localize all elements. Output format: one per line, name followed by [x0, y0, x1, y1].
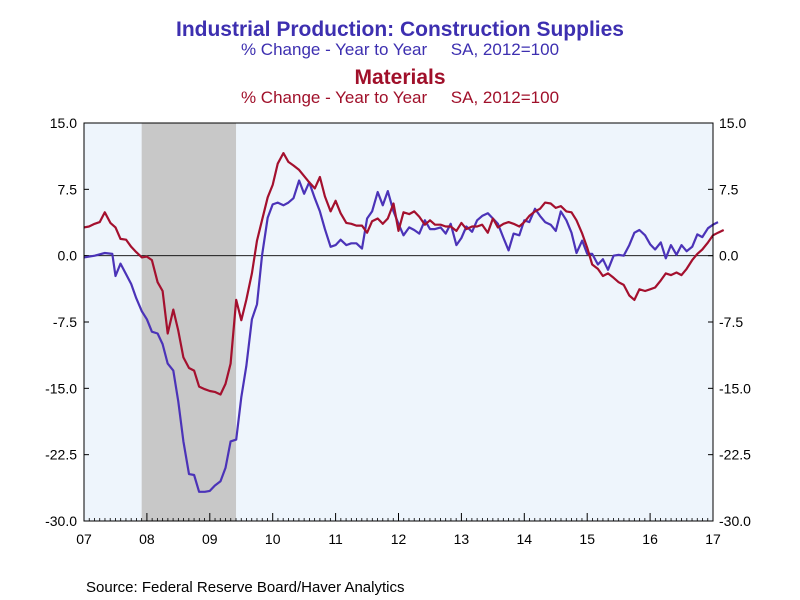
plot-frame [83, 122, 714, 522]
chart-title-materials: Materials [354, 66, 446, 89]
y-tick-label-left: 0.0 [58, 248, 78, 264]
y-tick-label-left: 7.5 [58, 181, 78, 197]
y-tick-label-left: -22.5 [45, 447, 77, 463]
x-tick-label: 10 [265, 531, 281, 547]
x-tick-label: 09 [202, 531, 218, 547]
y-tick-label-right: -7.5 [719, 314, 743, 330]
series-group [83, 152, 725, 493]
x-tick-label: 15 [579, 531, 595, 547]
chart-subtitle-construction: % Change - Year to Year SA, 2012=100 [240, 40, 560, 59]
y-tick-label-left: 15.0 [50, 115, 77, 131]
y-tick-label-left: -30.0 [45, 513, 77, 529]
chart-title: Industrial Production: Construction Supp… [175, 18, 624, 41]
y-axis: 15.0 15.0 7.5 7.5 0.0 0.0 -7.5 -7.5 -15.0 -15.0 -2… [45, 115, 751, 529]
y-tick-label-left: -7.5 [53, 314, 77, 330]
y-tick-label-left: -15.0 [45, 380, 77, 396]
x-tick-label: 12 [391, 531, 407, 547]
series-line-construction-supplies [83, 179, 719, 493]
x-axis: 07 08 09 10 11 12 13 14 15 16 17 [76, 513, 721, 547]
y-tick-label-right: 0.0 [719, 248, 739, 264]
recession-band [141, 123, 237, 521]
x-tick-label: 14 [517, 531, 533, 547]
y-tick-label-right: -30.0 [719, 513, 751, 529]
x-tick-label: 07 [76, 531, 92, 547]
source-note: Source: Federal Reserve Board/Haver Anal… [86, 579, 405, 596]
y-tick-label-right: 7.5 [719, 181, 739, 197]
y-tick-label-right: 15.0 [719, 115, 746, 131]
x-tick-label: 11 [328, 531, 343, 547]
x-tick-label: 13 [454, 531, 470, 547]
x-tick-label: 16 [642, 531, 658, 547]
chart-subtitle-materials: % Change - Year to Year SA, 2012=100 [240, 88, 560, 107]
y-tick-label-right: -22.5 [719, 447, 751, 463]
x-tick-label: 17 [705, 531, 721, 547]
series-line-materials [83, 152, 725, 396]
y-tick-label-right: -15.0 [719, 380, 751, 396]
x-tick-label: 08 [139, 531, 155, 547]
